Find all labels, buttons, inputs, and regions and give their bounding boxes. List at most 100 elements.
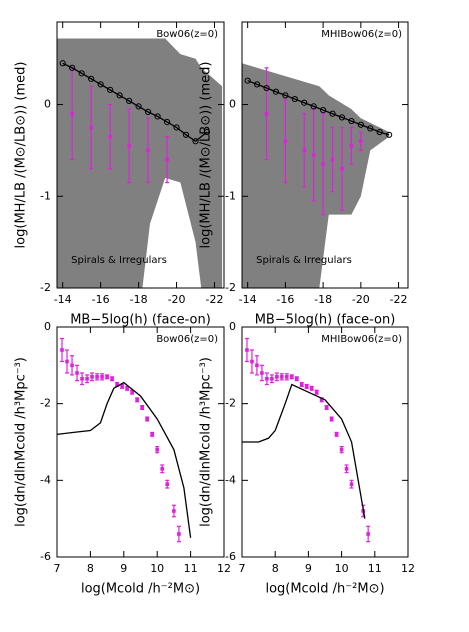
data-point <box>70 111 74 116</box>
data-point <box>321 162 325 166</box>
y-tick-label: -4 <box>225 473 236 486</box>
data-point <box>330 157 335 162</box>
data-point <box>80 376 84 381</box>
data-point <box>85 376 89 381</box>
data-point <box>264 111 269 116</box>
line-marker <box>88 75 95 82</box>
plot-frame <box>56 21 225 289</box>
data-point <box>150 432 154 437</box>
y-axis-label: log(MH/LB /(M⊙/LB⊙)) (med) <box>199 62 214 249</box>
data-point <box>100 375 104 379</box>
data-point <box>105 375 109 379</box>
x-tick-label: 9 <box>120 562 127 575</box>
data-point <box>115 382 119 387</box>
x-tick-label: -20 <box>168 293 186 306</box>
line-marker <box>78 70 85 77</box>
line-marker <box>107 86 114 93</box>
y-tick-label: 0 <box>44 98 51 111</box>
line-marker <box>135 103 142 110</box>
model-line <box>56 381 192 538</box>
y-tick-label: -2 <box>225 281 236 294</box>
panel-label: Bow06(z=0) <box>156 29 218 40</box>
plot-frame <box>56 326 225 558</box>
line-marker <box>244 77 251 84</box>
x-tick-label: 7 <box>54 562 61 575</box>
data-point <box>75 371 79 375</box>
data-point <box>125 386 129 391</box>
line-marker <box>310 103 317 110</box>
data-point <box>275 375 279 379</box>
region-label: Spirals & Irregulars <box>256 255 352 266</box>
data-point <box>140 405 144 410</box>
line-marker <box>367 125 374 132</box>
data-point <box>290 375 294 379</box>
x-tick-label: 12 <box>401 562 415 575</box>
line-marker <box>301 99 308 106</box>
y-axis-label: log(dn/dlnMcold /h³Mpc⁻³) <box>14 357 29 527</box>
x-tick-label: -20 <box>352 293 370 306</box>
data-point <box>145 417 149 421</box>
x-tick-label: 11 <box>184 562 198 575</box>
panel-label: Bow06(z=0) <box>156 334 218 345</box>
line-marker <box>253 81 261 88</box>
x-axis-label: MB−5log(h) (face-on) <box>255 313 396 328</box>
data-point <box>165 157 169 162</box>
line-marker <box>59 60 66 67</box>
model-line <box>62 62 208 143</box>
line-marker <box>357 121 364 128</box>
line-marker <box>203 128 211 136</box>
data-point <box>294 376 299 381</box>
data-point <box>260 371 264 375</box>
data-point <box>177 532 181 536</box>
x-tick-label: -14 <box>239 293 257 306</box>
data-point <box>340 166 344 171</box>
data-point <box>366 532 370 536</box>
data-point <box>334 432 339 437</box>
data-point <box>285 375 289 379</box>
data-point <box>349 144 354 148</box>
data-point <box>299 382 304 387</box>
x-tick-label: 8 <box>87 562 94 575</box>
x-tick-label: 7 <box>239 562 246 575</box>
line-marker <box>173 124 180 131</box>
data-point <box>245 348 249 352</box>
x-tick-label: 8 <box>272 562 279 575</box>
data-point <box>319 398 324 402</box>
x-tick-label: 10 <box>335 562 349 575</box>
data-point <box>130 390 134 394</box>
panel-label: MHIBow06(z=0) <box>321 334 402 345</box>
line-marker <box>291 95 298 103</box>
data-point <box>302 148 307 153</box>
data-point <box>90 375 94 379</box>
y-tick-label: -6 <box>40 550 51 563</box>
x-axis-label: log(Mcold /h⁻²M⊙) <box>81 582 200 597</box>
x-tick-label: 9 <box>305 562 312 575</box>
y-tick-label: -1 <box>40 189 51 202</box>
data-point <box>172 509 176 513</box>
data-point <box>60 348 64 352</box>
data-point <box>265 376 269 381</box>
shaded-range <box>242 63 390 288</box>
line-marker <box>97 81 104 88</box>
data-point <box>255 363 259 368</box>
data-point <box>314 390 319 394</box>
data-point <box>311 153 316 157</box>
y-axis-label: log(dn/dlnMcold /h³Mpc⁻³) <box>199 357 214 527</box>
line-marker <box>192 138 199 145</box>
data-point <box>329 417 334 421</box>
y-tick-label: -2 <box>40 281 51 294</box>
y-tick-label: -2 <box>40 397 51 410</box>
data-point <box>89 125 93 130</box>
shaded-range <box>57 38 223 288</box>
data-point <box>110 376 114 381</box>
line-marker <box>338 114 346 121</box>
line-marker <box>386 131 393 138</box>
y-tick-label: -2 <box>225 397 236 410</box>
data-point <box>324 405 329 410</box>
data-point <box>280 375 284 379</box>
x-tick-label: 12 <box>217 562 231 575</box>
y-tick-label: -1 <box>225 189 236 202</box>
data-point <box>70 363 74 368</box>
data-point <box>283 139 288 144</box>
data-point <box>344 467 349 471</box>
